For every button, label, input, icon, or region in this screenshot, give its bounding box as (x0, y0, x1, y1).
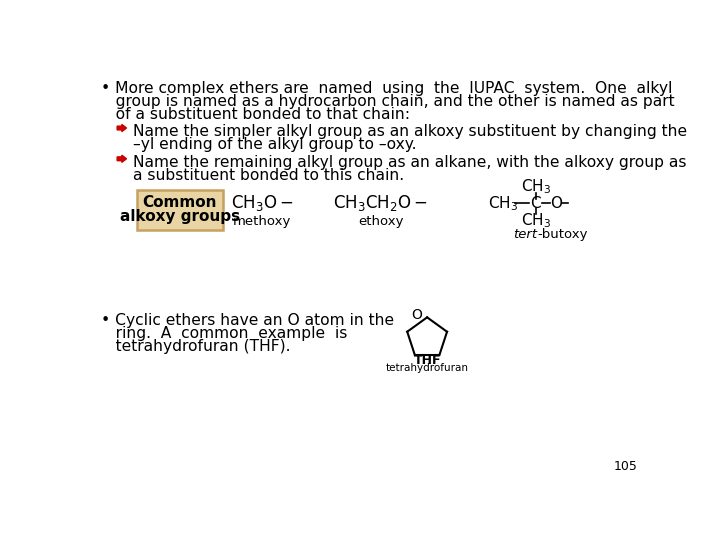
FancyArrow shape (117, 124, 127, 132)
Text: • More complex ethers are  named  using  the  IUPAC  system.  One  alkyl: • More complex ethers are named using th… (101, 81, 672, 96)
Text: 105: 105 (613, 460, 637, 473)
Text: $\mathregular{CH_3CH_2O-}$: $\mathregular{CH_3CH_2O-}$ (333, 193, 428, 213)
Text: ethoxy: ethoxy (358, 215, 403, 228)
Text: tert: tert (513, 228, 537, 241)
Text: $\mathregular{CH_3}$: $\mathregular{CH_3}$ (521, 211, 551, 230)
Text: • Cyclic ethers have an O atom in the: • Cyclic ethers have an O atom in the (101, 313, 394, 328)
Text: $\mathregular{CH_3O-}$: $\mathregular{CH_3O-}$ (230, 193, 293, 213)
Text: of a substituent bonded to that chain:: of a substituent bonded to that chain: (101, 107, 410, 122)
Text: Name the remaining alkyl group as an alkane, with the alkoxy group as: Name the remaining alkyl group as an alk… (133, 155, 687, 170)
Text: alkoxy groups: alkoxy groups (120, 209, 240, 224)
Text: O: O (550, 196, 562, 211)
Text: THF: THF (413, 354, 441, 367)
Text: O: O (412, 308, 423, 322)
Text: tetrahydrofuran: tetrahydrofuran (386, 363, 469, 373)
Text: a substituent bonded to this chain.: a substituent bonded to this chain. (133, 168, 405, 183)
Text: –yl ending of the alkyl group to –oxy.: –yl ending of the alkyl group to –oxy. (133, 137, 417, 152)
Text: $\mathregular{CH_3}$: $\mathregular{CH_3}$ (521, 177, 551, 196)
Text: tetrahydrofuran (THF).: tetrahydrofuran (THF). (101, 339, 290, 354)
FancyBboxPatch shape (137, 190, 223, 230)
Text: C: C (531, 196, 541, 211)
FancyArrow shape (117, 155, 127, 163)
Text: $\mathregular{CH_3}$: $\mathregular{CH_3}$ (488, 194, 518, 213)
Text: methoxy: methoxy (233, 215, 291, 228)
Text: ring.  A  common  example  is: ring. A common example is (101, 326, 347, 341)
Text: Common: Common (143, 195, 217, 210)
Text: Name the simpler alkyl group as an alkoxy substituent by changing the: Name the simpler alkyl group as an alkox… (133, 124, 688, 139)
Text: -butoxy: -butoxy (537, 228, 588, 241)
Text: group is named as a hydrocarbon chain, and the other is named as part: group is named as a hydrocarbon chain, a… (101, 94, 675, 109)
